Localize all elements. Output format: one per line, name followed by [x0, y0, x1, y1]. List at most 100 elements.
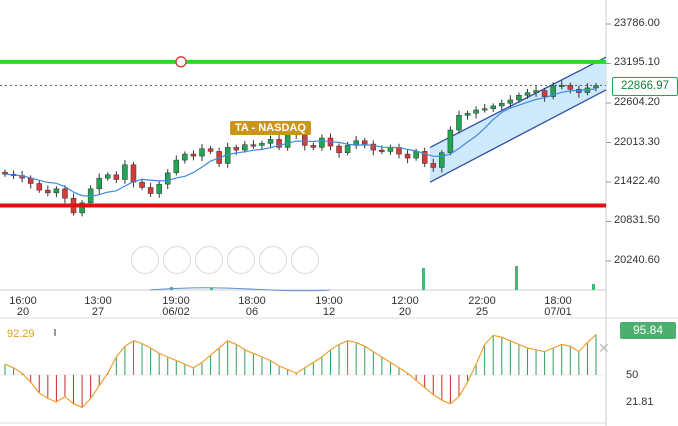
candle-body: [122, 164, 128, 180]
last-price-tag: 22866.97: [612, 77, 678, 96]
candle-body: [447, 129, 454, 153]
zoom-reset-button[interactable]: [195, 246, 223, 274]
candle-body: [413, 151, 419, 159]
candle-body: [276, 139, 282, 148]
ta-badge[interactable]: TA - NASDAQ: [230, 121, 311, 135]
candle-body: [302, 134, 308, 146]
x-tick-date: 06/02: [162, 306, 190, 318]
candle-body: [464, 113, 471, 116]
close-icon[interactable]: ✕: [598, 341, 610, 357]
candle-body: [439, 152, 445, 168]
oscillator-panel: [0, 329, 606, 409]
candle-body: [79, 202, 85, 214]
volume-curve: [149, 287, 331, 292]
candle-body: [481, 108, 488, 111]
candle-body: [370, 143, 377, 151]
y-tick-label: 22604.20: [614, 96, 660, 108]
volume-bar: [210, 288, 213, 290]
x-tick-time: 19:00: [315, 295, 343, 307]
candle-body: [156, 183, 162, 194]
candle-body: [344, 145, 351, 153]
candle-body: [421, 151, 428, 164]
moving-average-line: [4, 88, 597, 198]
candle-body: [404, 153, 411, 159]
candle-body: [199, 148, 205, 157]
oscillator-level-label: 21.81: [626, 396, 654, 408]
candle-body: [139, 181, 145, 188]
oscillator-left-value: 92.29: [7, 328, 35, 340]
candle-body: [250, 144, 257, 147]
x-tick-time: 18:00: [238, 295, 266, 307]
candle-body: [105, 174, 111, 179]
candle-body: [233, 147, 240, 151]
moving-average: [4, 88, 597, 198]
candle-body: [310, 145, 317, 148]
y-tick-label: 20831.50: [614, 214, 660, 226]
candle-body: [130, 164, 137, 183]
zoom-in-button[interactable]: [163, 246, 191, 274]
y-tick-label: 23786.00: [614, 17, 660, 29]
x-tick-date: 20: [16, 306, 30, 318]
candle-body: [62, 188, 68, 199]
volume-bars: [149, 266, 595, 292]
scroll-left-button[interactable]: [131, 246, 159, 274]
oscillator-level-label: 50: [626, 369, 639, 381]
scroll-right-button[interactable]: [291, 246, 319, 274]
candle-body: [190, 153, 197, 157]
candle-body: [550, 85, 556, 97]
candle-body: [147, 187, 154, 194]
y-tick-label: 21422.40: [614, 175, 660, 187]
candle-body: [361, 140, 368, 145]
x-tick-date: 27: [91, 306, 105, 318]
candle-body: [45, 189, 51, 194]
horizontal-levels: [0, 56, 606, 208]
candle-body: [319, 137, 325, 148]
x-tick-time: 16:00: [9, 295, 37, 307]
channel-lower-line: [429, 89, 607, 183]
candle-body: [259, 143, 265, 146]
candle-body: [524, 92, 531, 96]
x-tick-time: 19:00: [162, 295, 190, 307]
candle-body: [182, 153, 188, 161]
x-tick-date: 25: [475, 306, 489, 318]
candle-body: [96, 177, 102, 190]
candle-body: [516, 95, 522, 101]
candle-body: [113, 174, 120, 180]
candle-body: [456, 115, 462, 131]
candle-body: [53, 188, 60, 194]
x-tick-date: 06: [245, 306, 259, 318]
y-tick-label: 22013.30: [614, 136, 660, 148]
candle-body: [430, 163, 437, 168]
candle-body: [36, 183, 43, 191]
volume-bar: [422, 268, 425, 290]
candle-body: [499, 103, 505, 107]
resistance-handle: [175, 56, 187, 68]
candle-body: [336, 145, 342, 153]
candle-body: [173, 159, 180, 174]
x-tick-date: 07/01: [544, 306, 572, 318]
zoom-out-button[interactable]: [227, 246, 255, 274]
candle-body: [533, 90, 539, 93]
candle-body: [164, 172, 171, 185]
x-tick-time: 13:00: [84, 295, 112, 307]
pan-button[interactable]: [259, 246, 287, 274]
y-tick-label: 20240.60: [614, 254, 660, 266]
volume-bar: [515, 266, 518, 290]
oscillator-current-tag: 95.84: [620, 322, 676, 339]
x-tick-time: 12:00: [391, 295, 419, 307]
volume-bar: [592, 284, 595, 290]
candle-body: [267, 139, 274, 144]
candle-body: [473, 109, 479, 114]
candle-body: [541, 90, 548, 97]
candle-body: [207, 148, 214, 152]
x-tick-date: 12: [322, 306, 336, 318]
x-tick-time: 18:00: [544, 295, 572, 307]
candle-body: [490, 105, 496, 109]
candle-body: [379, 149, 385, 152]
y-tick-label: 23195.10: [614, 56, 660, 68]
oscillator-line: [4, 334, 597, 409]
x-tick-date: 20: [398, 306, 412, 318]
